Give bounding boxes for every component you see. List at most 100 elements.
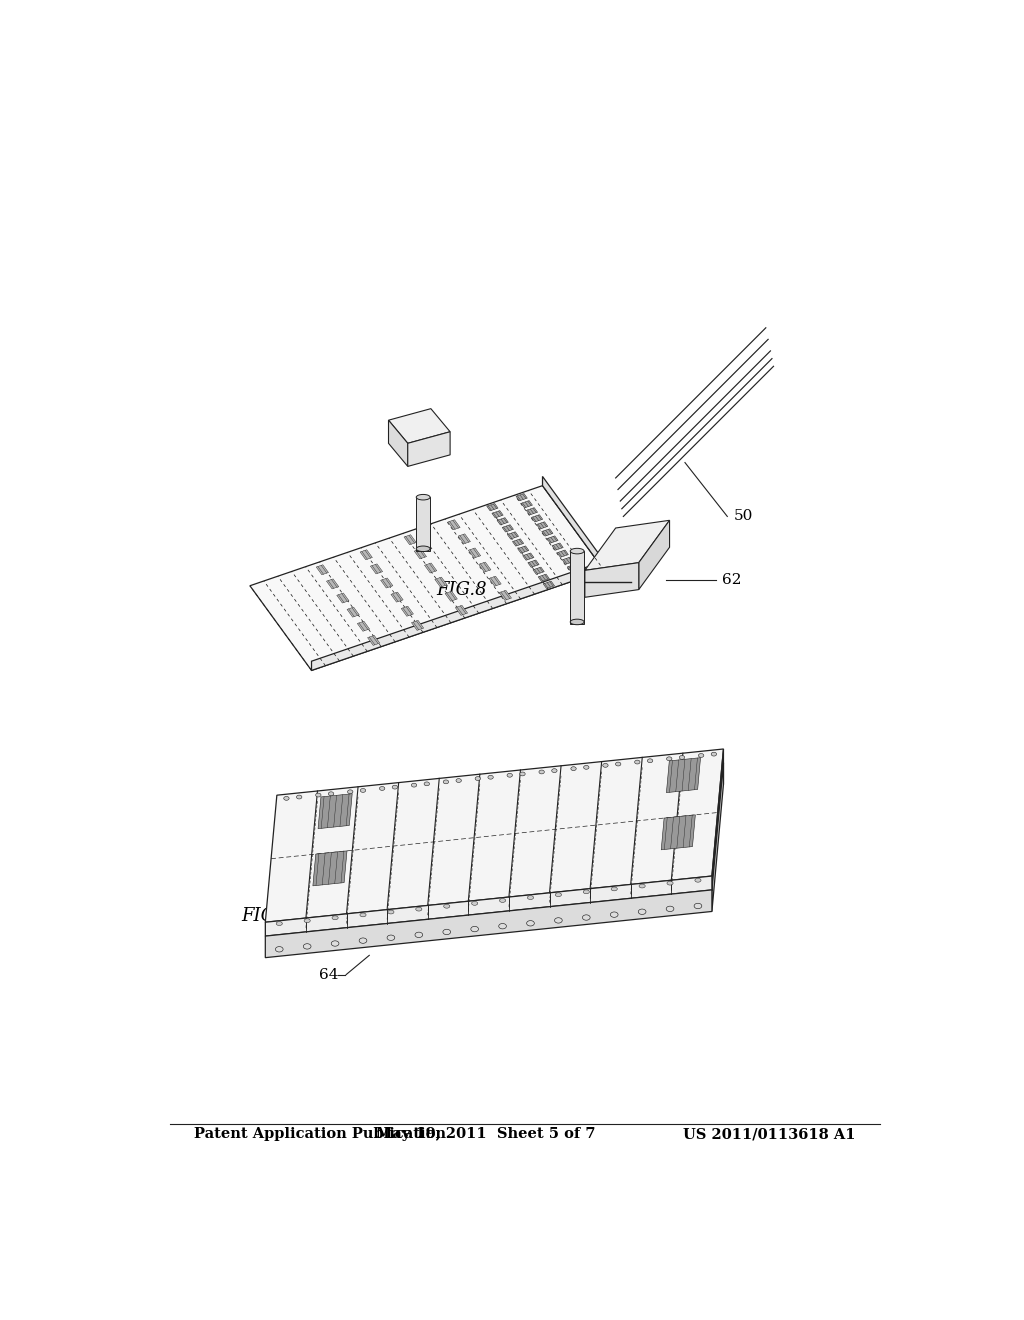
Ellipse shape: [639, 884, 645, 888]
Ellipse shape: [276, 921, 283, 925]
Text: US 2011/0113618 A1: US 2011/0113618 A1: [683, 1127, 856, 1142]
Polygon shape: [404, 535, 417, 545]
Ellipse shape: [638, 909, 646, 915]
Bar: [416, 498, 430, 552]
Polygon shape: [381, 578, 393, 587]
Ellipse shape: [475, 776, 480, 780]
Polygon shape: [415, 549, 427, 558]
Polygon shape: [712, 748, 724, 890]
Polygon shape: [371, 564, 383, 574]
Polygon shape: [507, 532, 518, 539]
Ellipse shape: [443, 904, 450, 908]
Polygon shape: [543, 581, 555, 589]
Polygon shape: [639, 520, 670, 590]
Ellipse shape: [472, 902, 478, 906]
Ellipse shape: [667, 756, 672, 760]
Polygon shape: [337, 593, 349, 603]
Polygon shape: [368, 635, 380, 645]
Ellipse shape: [359, 939, 367, 944]
Ellipse shape: [329, 792, 334, 796]
Ellipse shape: [380, 787, 385, 791]
Ellipse shape: [412, 783, 417, 787]
Polygon shape: [585, 562, 639, 598]
Ellipse shape: [304, 919, 310, 923]
Ellipse shape: [527, 896, 534, 899]
Ellipse shape: [315, 793, 322, 797]
Polygon shape: [388, 420, 408, 466]
Ellipse shape: [679, 755, 685, 759]
Polygon shape: [531, 515, 543, 521]
Polygon shape: [567, 564, 579, 572]
Ellipse shape: [583, 915, 590, 920]
Polygon shape: [667, 758, 700, 792]
Text: 50: 50: [733, 510, 753, 524]
Ellipse shape: [416, 907, 422, 911]
Text: Patent Application Publication: Patent Application Publication: [194, 1127, 445, 1142]
Ellipse shape: [698, 754, 703, 758]
Polygon shape: [497, 517, 508, 525]
Ellipse shape: [416, 546, 430, 552]
Text: 64: 64: [318, 968, 339, 982]
Polygon shape: [447, 520, 460, 529]
Ellipse shape: [615, 762, 621, 766]
Ellipse shape: [647, 759, 652, 763]
Polygon shape: [538, 574, 550, 581]
Ellipse shape: [416, 495, 430, 500]
Ellipse shape: [555, 892, 561, 896]
Polygon shape: [522, 553, 534, 560]
Polygon shape: [486, 503, 498, 511]
Ellipse shape: [415, 932, 423, 937]
Polygon shape: [521, 500, 532, 508]
Ellipse shape: [284, 796, 289, 800]
Polygon shape: [435, 577, 447, 587]
Text: 62: 62: [722, 573, 741, 587]
Bar: [570, 552, 584, 624]
Polygon shape: [250, 486, 604, 671]
Ellipse shape: [443, 780, 449, 784]
Ellipse shape: [570, 548, 584, 554]
Polygon shape: [391, 593, 403, 602]
Polygon shape: [517, 546, 528, 553]
Ellipse shape: [303, 944, 311, 949]
Polygon shape: [527, 560, 539, 568]
Polygon shape: [543, 477, 604, 570]
Polygon shape: [492, 511, 503, 517]
Ellipse shape: [387, 935, 395, 940]
Polygon shape: [425, 562, 437, 573]
Ellipse shape: [360, 788, 366, 792]
Polygon shape: [265, 876, 712, 936]
Polygon shape: [265, 890, 712, 958]
Ellipse shape: [500, 899, 506, 903]
Polygon shape: [313, 851, 347, 886]
Polygon shape: [547, 536, 558, 544]
Polygon shape: [360, 549, 373, 560]
Ellipse shape: [667, 882, 673, 886]
Polygon shape: [265, 748, 724, 923]
Polygon shape: [542, 529, 553, 536]
Polygon shape: [458, 533, 470, 544]
Ellipse shape: [584, 890, 590, 894]
Polygon shape: [572, 572, 584, 578]
Polygon shape: [557, 550, 568, 557]
Text: FIG.8: FIG.8: [436, 581, 487, 599]
Polygon shape: [357, 622, 370, 631]
Polygon shape: [712, 763, 724, 911]
Polygon shape: [276, 763, 724, 830]
Polygon shape: [662, 814, 695, 850]
Polygon shape: [408, 432, 451, 466]
Ellipse shape: [275, 946, 283, 952]
Polygon shape: [585, 520, 670, 570]
Ellipse shape: [487, 775, 494, 779]
Polygon shape: [552, 543, 563, 550]
Ellipse shape: [499, 924, 507, 929]
Polygon shape: [318, 793, 352, 829]
Polygon shape: [456, 606, 468, 615]
Polygon shape: [401, 606, 414, 616]
Ellipse shape: [570, 767, 577, 771]
Ellipse shape: [507, 774, 512, 777]
Polygon shape: [478, 562, 490, 572]
Polygon shape: [488, 577, 501, 586]
Polygon shape: [316, 565, 329, 574]
Ellipse shape: [331, 941, 339, 946]
Ellipse shape: [392, 785, 397, 789]
